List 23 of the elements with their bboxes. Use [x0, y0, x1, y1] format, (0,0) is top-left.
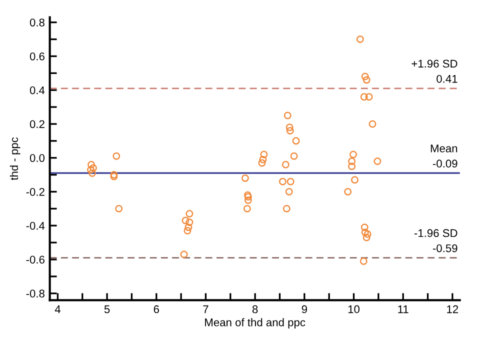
y-tick-label: 0.4: [30, 86, 45, 94]
y-tick-label: 0.0: [30, 154, 45, 162]
x-tick-label: 8: [252, 305, 258, 314]
y-tick-label: 0.2: [30, 120, 44, 128]
x-tick-label: 9: [302, 305, 307, 314]
y-tick-label: -0.8: [26, 290, 44, 298]
x-tick-label: 7: [203, 305, 208, 314]
ref-line-label: Mean -0.09: [430, 144, 458, 168]
x-tick-label: 5: [104, 305, 110, 314]
x-tick-label: 12: [447, 305, 458, 314]
y-tick-label: 0.8: [30, 18, 44, 26]
y-tick-label: -0.6: [26, 256, 44, 264]
y-tick-label: 0.6: [30, 52, 44, 60]
x-axis-title: Mean of thd and ppc: [205, 318, 306, 329]
ref-line-label: -1.96 SD -0.59: [414, 229, 458, 252]
y-tick-label: -0.2: [26, 188, 44, 196]
ref-line-label: +1.96 SD 0.41: [412, 60, 458, 83]
x-tick-label: 4: [54, 305, 60, 314]
x-tick-label: 6: [154, 305, 159, 314]
x-tick-label: 10: [348, 305, 360, 314]
x-tick-label: 11: [398, 305, 408, 314]
y-tick-label: -0.4: [26, 222, 45, 230]
y-axis-title: thd - ppc: [10, 137, 20, 180]
